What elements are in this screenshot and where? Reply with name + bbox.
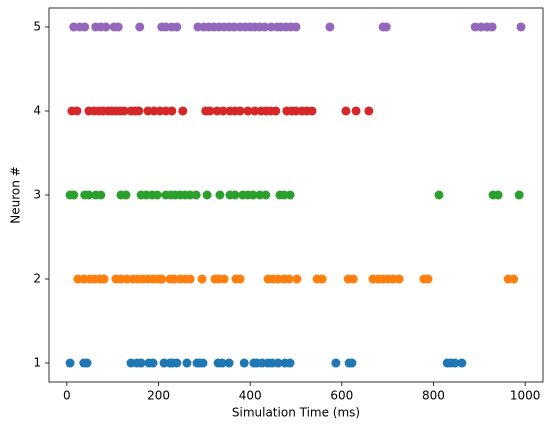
spike-point [423, 274, 433, 284]
spike-point [167, 106, 177, 116]
spike-point [182, 358, 192, 368]
spike-point [218, 106, 228, 116]
spike-point [292, 274, 302, 284]
x-tick-label: 0 [63, 389, 71, 403]
x-tick-label: 400 [239, 389, 262, 403]
spike-point [493, 190, 503, 200]
spike-point [202, 190, 212, 200]
spike-point [217, 358, 227, 368]
spike-point [191, 190, 201, 200]
spike-point [285, 190, 295, 200]
spike-point [487, 22, 497, 32]
spike-point [364, 106, 374, 116]
spike-point [351, 106, 361, 116]
spike-point [134, 106, 144, 116]
spike-point [148, 358, 158, 368]
x-tick-label: 600 [330, 389, 353, 403]
spike-point [185, 274, 195, 284]
spike-point [215, 190, 225, 200]
spike-point [82, 358, 92, 368]
spike-point [121, 190, 131, 200]
spike-point [248, 190, 258, 200]
y-tick-label: 2 [33, 272, 41, 286]
spike-point [152, 190, 162, 200]
spike-point [197, 274, 207, 284]
x-axis-label: Simulation Time (ms) [232, 406, 360, 420]
spike-point [243, 106, 253, 116]
spike-point [450, 358, 460, 368]
y-tick-label: 3 [33, 188, 41, 202]
x-tick-label: 200 [147, 389, 170, 403]
spike-point [113, 22, 123, 32]
spike-point [307, 106, 317, 116]
y-axis-label: Neuron # [9, 166, 23, 223]
spike-point [325, 22, 335, 32]
spike-point [119, 106, 129, 116]
spike-point [285, 358, 295, 368]
spike-point [457, 358, 467, 368]
spike-point [157, 274, 167, 284]
spike-point [394, 274, 404, 284]
spike-point [198, 358, 208, 368]
spike-point [69, 190, 79, 200]
spike-point [347, 358, 357, 368]
spike-point [136, 358, 146, 368]
spike-point [273, 358, 283, 368]
spike-point [224, 358, 234, 368]
spike-point [96, 190, 106, 200]
y-tick-label: 1 [33, 356, 41, 370]
spike-point [101, 22, 111, 32]
spike-point [516, 22, 526, 32]
spike-point [381, 22, 391, 32]
x-tick-label: 800 [422, 389, 445, 403]
spike-point [135, 22, 145, 32]
spike-point [80, 22, 90, 32]
spike-point [178, 106, 188, 116]
spike-point [509, 274, 519, 284]
y-tick-label: 4 [33, 103, 41, 117]
spike-point [271, 106, 281, 116]
x-tick-label: 1000 [510, 389, 541, 403]
spike-point [514, 190, 524, 200]
spike-point [348, 274, 358, 284]
spike-point [250, 106, 260, 116]
spike-point [230, 190, 240, 200]
spike-point [239, 358, 249, 368]
spike-point [341, 106, 351, 116]
spike-point [261, 190, 271, 200]
spike-point [331, 358, 341, 368]
spike-point [260, 22, 270, 32]
spike-point [291, 22, 301, 32]
spike-point [235, 274, 245, 284]
spike-point [219, 274, 229, 284]
y-tick-label: 5 [33, 19, 41, 33]
spike-point [65, 358, 75, 368]
spike-point [284, 274, 294, 284]
spike-point [72, 106, 82, 116]
spike-point [172, 358, 182, 368]
spike-point [205, 106, 215, 116]
spike-point [172, 22, 182, 32]
spike-point [99, 274, 109, 284]
spike-point [84, 190, 94, 200]
spike-point [434, 190, 444, 200]
spike-point [235, 106, 245, 116]
spike-point [317, 274, 327, 284]
